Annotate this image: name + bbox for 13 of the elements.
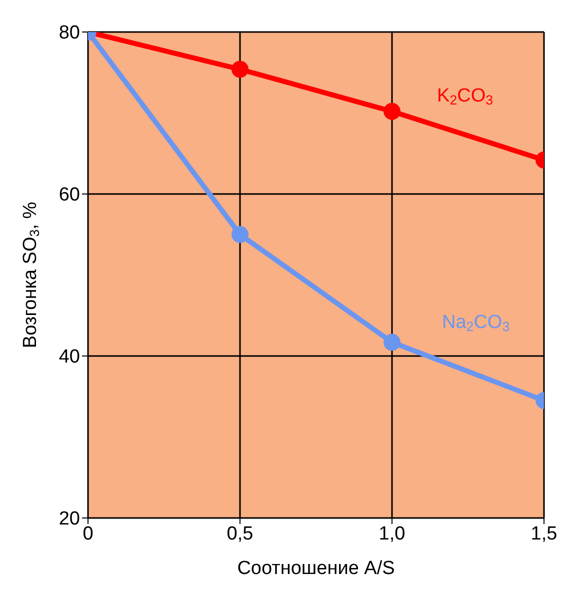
series-label: K$_{2}$CO$_{3}$ xyxy=(437,85,493,108)
point xyxy=(232,60,248,78)
x-tick-label: 1,5 xyxy=(530,523,558,544)
x-tick-label: 0 xyxy=(82,523,94,544)
y-tick-label: 80 xyxy=(58,22,80,44)
y-tick-label: 40 xyxy=(58,346,80,368)
y-tick-label: 60 xyxy=(58,184,80,206)
x-axis-title: Соотношение A/S xyxy=(237,558,395,579)
x-tick-label: 1,0 xyxy=(378,523,406,544)
y-tick-label: 20 xyxy=(58,508,80,530)
x-tick-label: 0,5 xyxy=(226,523,254,544)
point xyxy=(232,226,248,243)
series-label: Na$_{2}$CO$_{3}$ xyxy=(442,312,510,334)
